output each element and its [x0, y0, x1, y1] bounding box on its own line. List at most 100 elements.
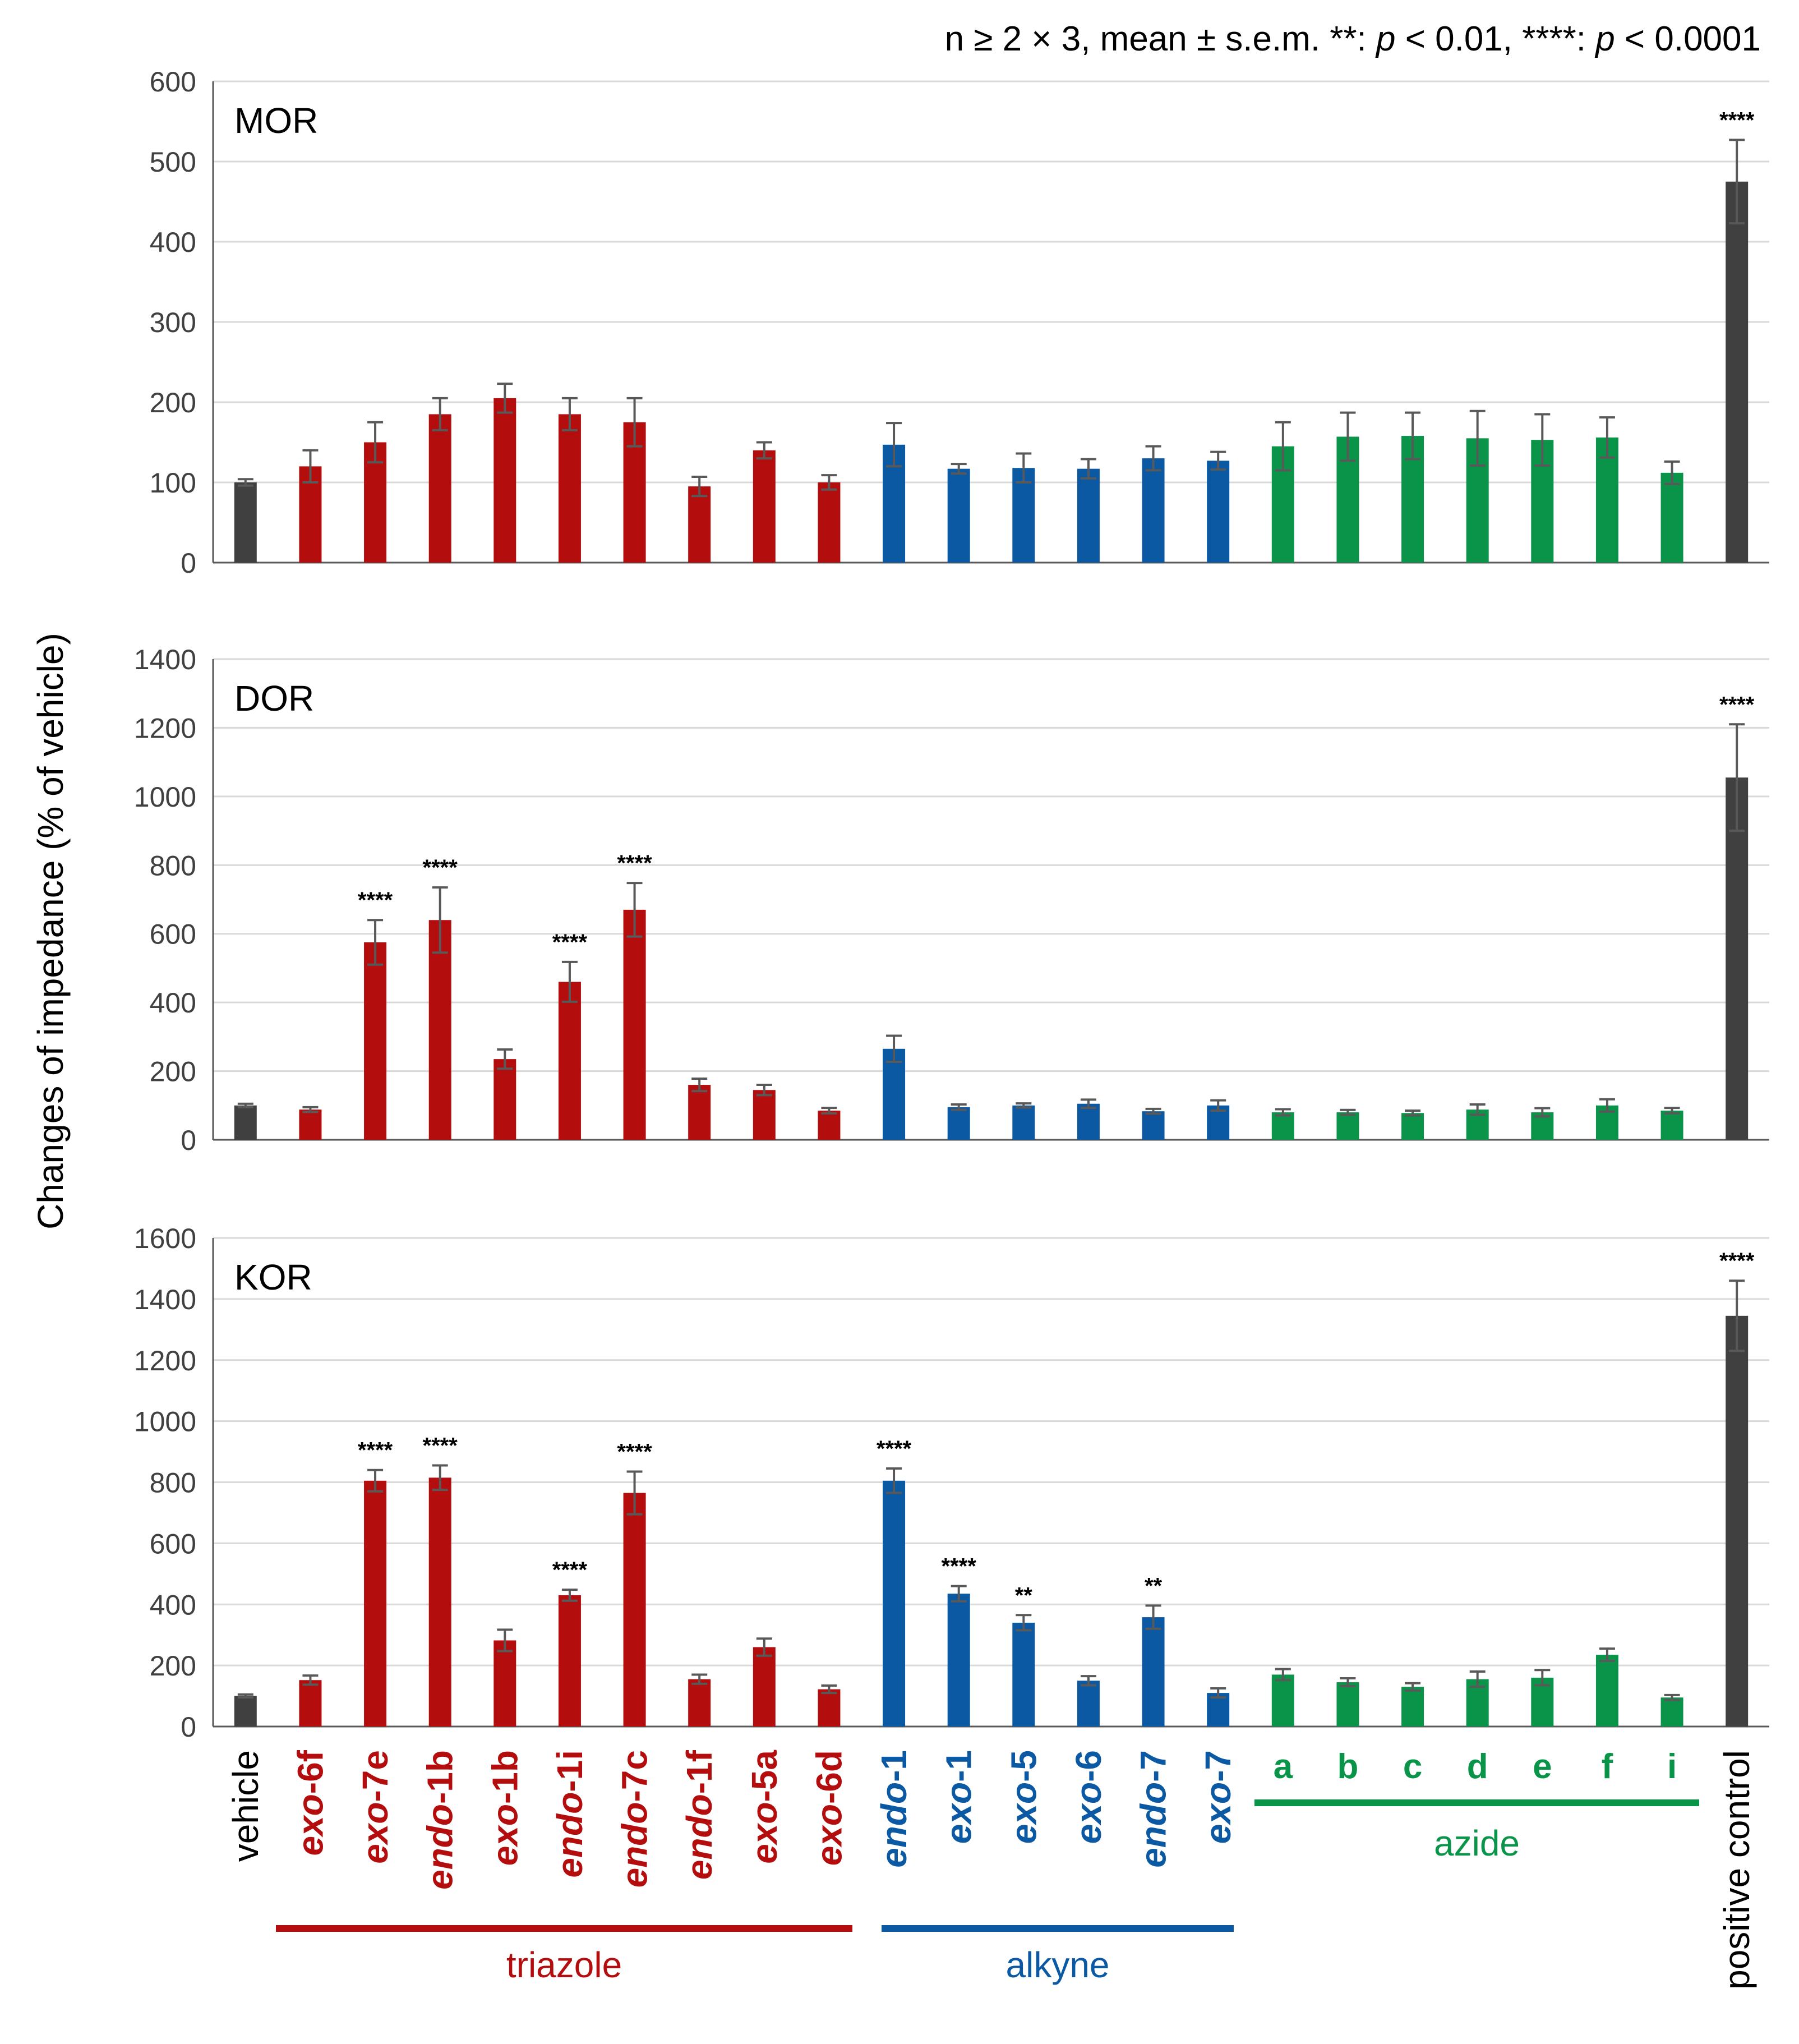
bar	[1726, 1315, 1749, 1727]
x-tick-label: exo-6d	[809, 1750, 849, 1866]
x-tick-label-suffix: -7	[1133, 1750, 1174, 1782]
y-tick-label: 1400	[134, 644, 196, 675]
x-tick-label: c	[1403, 1747, 1422, 1786]
significance-label: ****	[552, 1558, 588, 1582]
bar	[753, 1647, 776, 1727]
x-tick-label-prefix: exo	[485, 1804, 525, 1866]
x-tick-label-suffix: -7	[1198, 1750, 1238, 1782]
y-tick-label: 1200	[134, 712, 196, 744]
x-tick-label: a	[1274, 1747, 1293, 1786]
y-tick-label: 600	[150, 919, 196, 950]
x-tick-label-prefix: endo	[874, 1782, 914, 1868]
x-axis-labels: vehicle exo-6fexo-7eendo-1bexo-1bendo-1ie…	[225, 1747, 1757, 1990]
bar	[688, 1085, 711, 1140]
bar	[1401, 1687, 1424, 1727]
bar	[1142, 1617, 1165, 1727]
header-note-p1: p	[1375, 20, 1395, 58]
bar	[364, 942, 387, 1140]
significance-label: ****	[617, 1439, 652, 1464]
x-tick-label: endo-1b	[420, 1750, 460, 1890]
bar	[1336, 1112, 1359, 1140]
x-tick-label-prefix: exo	[1068, 1782, 1109, 1844]
chart-panel-mor: 0 100 200 300 400 500 600 MOR ****	[150, 66, 1769, 579]
x-tick-label-prefix: exo	[290, 1794, 330, 1856]
significance-label: ****	[942, 1554, 977, 1579]
significance-label: ****	[358, 1438, 393, 1463]
bar	[299, 1110, 322, 1140]
group-label-triazole: triazole	[506, 1945, 622, 1985]
significance-label: ****	[1719, 108, 1755, 132]
y-axis-label: Changes of impedance (% of vehicle)	[30, 633, 71, 1230]
panel-title: MOR	[234, 100, 318, 141]
bar	[493, 398, 516, 563]
y-tick-label: 0	[181, 547, 196, 579]
panel-title: DOR	[234, 678, 314, 719]
significance-label: **	[1145, 1573, 1163, 1598]
x-tick-label-suffix: -5a	[744, 1750, 785, 1802]
x-tick-label: endo-1	[874, 1750, 914, 1868]
x-tick-label-suffix: -7e	[355, 1750, 395, 1802]
y-tick-label: 800	[150, 850, 196, 881]
header-note-suffix: < 0.0001	[1615, 20, 1761, 58]
bar	[1012, 468, 1035, 563]
bar	[1726, 181, 1749, 563]
x-tick-label: exo-1	[939, 1750, 979, 1844]
y-tick-label: 400	[150, 1589, 196, 1621]
significance-label: ****	[617, 851, 652, 876]
x-tick-label-suffix: -6f	[290, 1750, 330, 1794]
group-brackets: triazole alkyne azide	[276, 1799, 1699, 1985]
bar	[428, 414, 451, 563]
bar	[493, 1640, 516, 1727]
x-tick-label-prefix: endo	[550, 1792, 590, 1878]
x-tick-label: exo-6	[1068, 1750, 1109, 1844]
bar	[1401, 1113, 1424, 1140]
x-tick-label: endo-1i	[550, 1750, 590, 1878]
x-tick-label-suffix: -1b	[485, 1750, 525, 1804]
bar	[558, 982, 581, 1140]
y-tick-label: 100	[150, 467, 196, 499]
bar	[1142, 458, 1165, 563]
bar	[1142, 1111, 1165, 1140]
bar	[1660, 1110, 1683, 1140]
bar	[1595, 1655, 1618, 1727]
x-tick-label-suffix: -1	[874, 1750, 914, 1782]
bar	[428, 920, 451, 1140]
bar	[234, 1105, 257, 1140]
y-tick-label: 800	[150, 1467, 196, 1499]
bar	[623, 1493, 646, 1727]
bar	[883, 1480, 906, 1727]
x-tick-label: exo-6f	[290, 1750, 330, 1856]
x-tick-label: vehicle	[225, 1750, 266, 1862]
bar	[1660, 472, 1683, 563]
y-tick-label: 500	[150, 146, 196, 178]
bar	[234, 482, 257, 563]
bar	[1077, 468, 1100, 563]
panel-title: KOR	[234, 1257, 312, 1297]
bar	[1077, 1681, 1100, 1727]
bar	[1271, 1674, 1294, 1727]
bar	[947, 468, 970, 563]
significance-label: ****	[423, 855, 458, 880]
x-tick-label-suffix: -1f	[679, 1750, 719, 1794]
x-tick-label-prefix: exo	[355, 1802, 395, 1864]
x-tick-label-prefix: exo	[1003, 1782, 1044, 1844]
header-note-p2: p	[1594, 20, 1615, 58]
significance-label: ****	[358, 888, 393, 913]
x-tick-label: endo-1f	[679, 1750, 719, 1880]
header-note-prefix: n ≥ 2 × 3, mean ± s.e.m. **:	[945, 20, 1376, 58]
x-tick-label-suffix: -1i	[550, 1750, 590, 1792]
header-note-mid: < 0.01, ****:	[1395, 20, 1595, 58]
bar	[688, 1679, 711, 1727]
header-note: n ≥ 2 × 3, mean ± s.e.m. **: p < 0.01, *…	[945, 20, 1761, 58]
x-tick-label: exo-5a	[744, 1750, 785, 1864]
x-tick-label: exo-7e	[355, 1750, 395, 1864]
y-tick-label: 600	[150, 66, 196, 98]
bar	[818, 482, 841, 563]
bar	[558, 1595, 581, 1727]
x-tick-label-suffix: -6d	[809, 1750, 849, 1804]
bar	[1726, 777, 1749, 1140]
significance-label: ****	[423, 1434, 458, 1458]
bar	[753, 1090, 776, 1140]
significance-label: ****	[1719, 1249, 1755, 1273]
